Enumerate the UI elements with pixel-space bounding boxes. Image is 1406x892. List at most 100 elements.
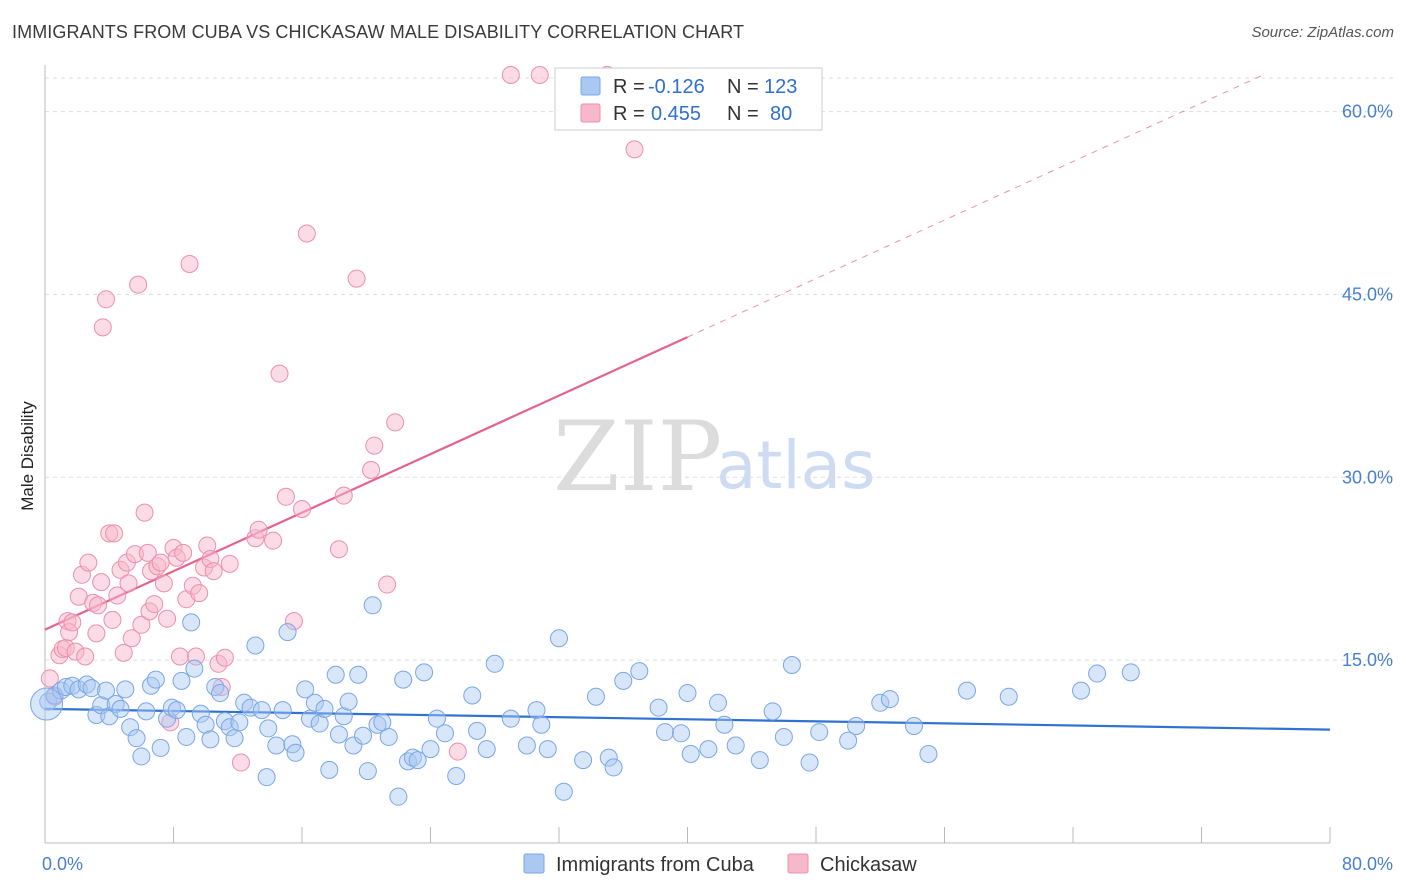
- cuba-point: [1088, 664, 1107, 683]
- chickasaw-trend-line: [44, 336, 688, 631]
- cuba-point: [310, 714, 329, 733]
- chickasaw-point: [378, 575, 397, 594]
- cuba-point: [599, 748, 618, 767]
- grid-layer: [45, 77, 1393, 661]
- chickasaw-point: [40, 669, 59, 688]
- chickasaw-point: [212, 677, 231, 696]
- chickasaw-point: [103, 610, 122, 629]
- cuba-point: [30, 687, 64, 721]
- cuba-point: [394, 670, 413, 689]
- legend-r-label: R =: [613, 103, 645, 125]
- cuba-point: [358, 762, 377, 781]
- chickasaw-trend-extension: [687, 74, 1264, 338]
- cuba-point: [630, 662, 649, 681]
- cuba-point: [774, 727, 793, 746]
- chickasaw-point: [215, 648, 234, 667]
- cuba-point: [116, 680, 135, 699]
- cuba-point: [77, 675, 96, 694]
- y-axis-title: Male Disability: [18, 401, 37, 511]
- cuba-point: [1072, 681, 1091, 700]
- cuba-point: [527, 701, 546, 720]
- cuba-point: [267, 736, 286, 755]
- cuba-point: [106, 695, 125, 714]
- cuba-point: [919, 745, 938, 764]
- cuba-point: [415, 663, 434, 682]
- points-layer: [30, 66, 1140, 806]
- chickasaw-point: [249, 520, 268, 539]
- cuba-point: [604, 758, 623, 777]
- cuba-point: [257, 768, 276, 787]
- chickasaw-point: [154, 574, 173, 593]
- cuba-point: [273, 701, 292, 720]
- chickasaw-point: [276, 487, 295, 506]
- chickasaw-point: [158, 609, 177, 628]
- chickasaw-point: [119, 574, 138, 593]
- cuba-point: [111, 699, 130, 718]
- chickasaw-point: [63, 613, 82, 632]
- cuba-point: [1121, 663, 1140, 682]
- cuba-point: [142, 676, 161, 695]
- cuba-point: [763, 702, 782, 721]
- cuba-point: [554, 782, 573, 801]
- legend-row-chickasaw: R = 0.455 N = 80: [580, 103, 792, 125]
- cuba-point: [167, 701, 186, 720]
- cuba-point: [810, 723, 829, 742]
- chickasaw-point: [180, 254, 199, 273]
- cuba-point: [230, 713, 249, 732]
- cuba-point: [259, 719, 278, 738]
- chickasaw-point: [92, 573, 111, 592]
- y-tick-label: 60.0%: [1342, 102, 1393, 122]
- chickasaw-point: [293, 499, 311, 518]
- cuba-point: [172, 671, 191, 690]
- cuba-point: [191, 704, 210, 723]
- y-tick-label: 30.0%: [1342, 467, 1393, 487]
- chickasaw-point: [264, 531, 283, 550]
- cuba-point: [278, 623, 297, 642]
- cuba-point: [408, 751, 427, 770]
- cuba-point: [463, 686, 482, 705]
- cuba-point: [586, 687, 605, 706]
- chickasaw-point: [76, 647, 95, 666]
- cuba-point: [871, 693, 890, 712]
- cuba-point: [681, 745, 700, 764]
- chickasaw-point: [87, 624, 106, 643]
- cuba-point: [726, 736, 745, 755]
- cuba-point: [162, 698, 181, 717]
- cuba-point: [468, 721, 487, 740]
- cuba-point: [320, 760, 339, 779]
- chickasaw-point: [135, 503, 154, 522]
- cuba-point: [421, 740, 440, 759]
- chickasaw-point: [297, 224, 316, 243]
- chickasaw-point: [284, 612, 303, 631]
- y-tick-label: 45.0%: [1342, 284, 1393, 304]
- chickasaw-point: [108, 586, 127, 605]
- chickasaw-point: [132, 615, 151, 634]
- chart-title: IMMIGRANTS FROM CUBA VS CHICKASAW MALE D…: [12, 22, 745, 42]
- cuba-point: [339, 692, 358, 711]
- chickasaw-point: [625, 140, 644, 159]
- cuba-point: [185, 659, 204, 678]
- cuba-point: [315, 699, 334, 718]
- chickasaw-point: [174, 543, 193, 562]
- cuba-point: [246, 636, 265, 655]
- axis-layer: [44, 65, 1331, 844]
- cuba-point: [427, 709, 446, 728]
- cuba-point: [379, 727, 398, 746]
- cuba-point: [201, 730, 220, 749]
- cuba-point: [329, 725, 348, 744]
- chickasaw-point: [97, 290, 116, 309]
- cuba-point: [354, 726, 373, 745]
- cuba-point: [349, 665, 368, 684]
- chickasaw-point: [270, 364, 289, 383]
- cuba-point: [182, 613, 201, 632]
- chickasaw-point: [105, 524, 124, 543]
- cuba-point: [574, 751, 593, 770]
- cuba-point: [286, 743, 305, 762]
- legend-bottom-label-cuba: Immigrants from Cuba: [556, 854, 755, 876]
- cuba-point: [904, 716, 923, 735]
- cuba-point: [82, 679, 101, 698]
- chickasaw-point: [329, 540, 348, 559]
- legend-bottom-swatch-cuba: [523, 853, 545, 874]
- cuba-point: [656, 723, 675, 742]
